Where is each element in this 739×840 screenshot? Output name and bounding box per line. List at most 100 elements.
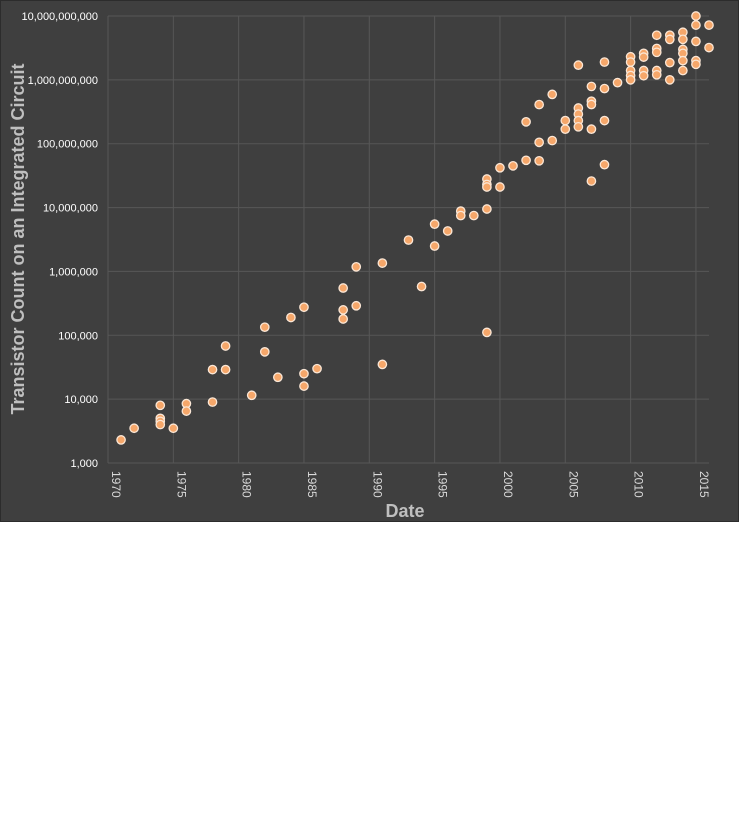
data-point (246, 390, 257, 401)
data-point (704, 20, 714, 30)
data-point (299, 368, 309, 379)
x-axis-title: Date (385, 501, 424, 521)
data-point (207, 364, 218, 375)
data-point (272, 372, 283, 383)
data-point (586, 81, 597, 92)
data-point (586, 124, 597, 135)
data-point (704, 42, 714, 53)
data-point (403, 235, 414, 245)
data-point (220, 364, 231, 375)
x-tick-label: 1990 (370, 471, 384, 498)
x-tick-label: 1975 (174, 471, 188, 498)
data-point (638, 70, 649, 81)
data-point (599, 115, 610, 126)
y-axis-title: Transistor Count on an Integrated Circui… (8, 63, 28, 414)
data-point (220, 341, 231, 351)
y-tick-label: 100,000,000 (37, 139, 98, 151)
data-point (599, 83, 610, 94)
data-point (482, 327, 492, 338)
data-point (691, 20, 701, 30)
data-point (129, 423, 139, 434)
data-point (691, 11, 701, 21)
data-point (534, 99, 545, 110)
x-tick-label: 1970 (109, 471, 123, 498)
data-point (534, 155, 545, 166)
data-point (338, 305, 349, 315)
data-point (678, 55, 688, 66)
y-tick-label: 1,000 (70, 458, 98, 470)
x-tick-label: 1995 (436, 471, 450, 498)
data-point (116, 435, 126, 445)
data-point (312, 363, 322, 374)
y-tick-label: 100,000 (58, 330, 98, 342)
x-tick-label: 1985 (305, 471, 319, 498)
x-tick-label: 2000 (501, 471, 515, 498)
data-point (468, 210, 479, 221)
data-point (625, 57, 636, 67)
data-point (259, 322, 270, 333)
data-point (560, 115, 571, 126)
x-tick-label: 2015 (697, 471, 711, 498)
data-point (664, 57, 675, 68)
x-tick-label: 2005 (566, 471, 580, 498)
data-point (168, 423, 179, 434)
data-point (678, 65, 688, 76)
data-point (651, 30, 662, 41)
data-point (351, 261, 362, 272)
data-point (534, 137, 545, 148)
data-point (495, 162, 505, 173)
data-point (181, 406, 192, 416)
data-point (547, 89, 558, 100)
y-tick-label: 1,000,000,000 (28, 75, 98, 87)
data-point (599, 159, 610, 170)
data-point (155, 400, 166, 411)
data-point (442, 226, 453, 236)
data-point (573, 121, 584, 132)
data-point (338, 314, 349, 324)
x-axis-ticks: 1970 1975 1980 1985 1990 1995 2000 2005 2010 2015 (109, 471, 711, 498)
data-point (429, 219, 440, 230)
grid-lines (107, 15, 709, 464)
data-point (351, 300, 362, 311)
data-point (573, 60, 584, 70)
y-tick-label: 1,000,000 (49, 266, 98, 278)
data-point (482, 182, 492, 192)
data-point (495, 182, 505, 192)
data-point (299, 381, 309, 391)
data-point (651, 69, 662, 80)
data-point (521, 116, 531, 127)
data-point (482, 204, 492, 214)
data-point (638, 52, 649, 62)
data-point (678, 34, 688, 45)
chart-panel: 1,000 10,000 100,000 1,000,000 10,000,000 100… (0, 0, 739, 522)
data-point (259, 347, 270, 357)
data-point (664, 75, 675, 85)
data-point (286, 312, 296, 323)
data-point (625, 75, 636, 85)
data-point (377, 359, 388, 370)
scatter-chart: 1,000 10,000 100,000 1,000,000 10,000,000 100… (8, 11, 714, 521)
data-point (207, 397, 218, 407)
x-tick-label: 2010 (632, 471, 646, 498)
data-point (651, 47, 662, 58)
data-point (416, 281, 427, 292)
data-point (455, 210, 466, 221)
data-point (586, 99, 597, 110)
data-point (691, 36, 701, 47)
data-point (612, 77, 623, 88)
data-point (299, 302, 309, 313)
data-point (560, 124, 571, 135)
data-point (338, 283, 349, 293)
data-points (116, 11, 714, 445)
y-tick-label: 10,000 (64, 394, 98, 406)
y-tick-label: 10,000,000,000 (22, 11, 98, 23)
data-point (547, 135, 558, 146)
data-point (586, 176, 597, 186)
data-point (521, 155, 531, 166)
data-point (429, 241, 440, 251)
data-point (691, 59, 701, 70)
data-point (664, 34, 675, 45)
x-tick-label: 1980 (240, 471, 254, 498)
data-point (508, 161, 518, 171)
y-axis-ticks: 1,000 10,000 100,000 1,000,000 10,000,000 100… (22, 11, 98, 470)
